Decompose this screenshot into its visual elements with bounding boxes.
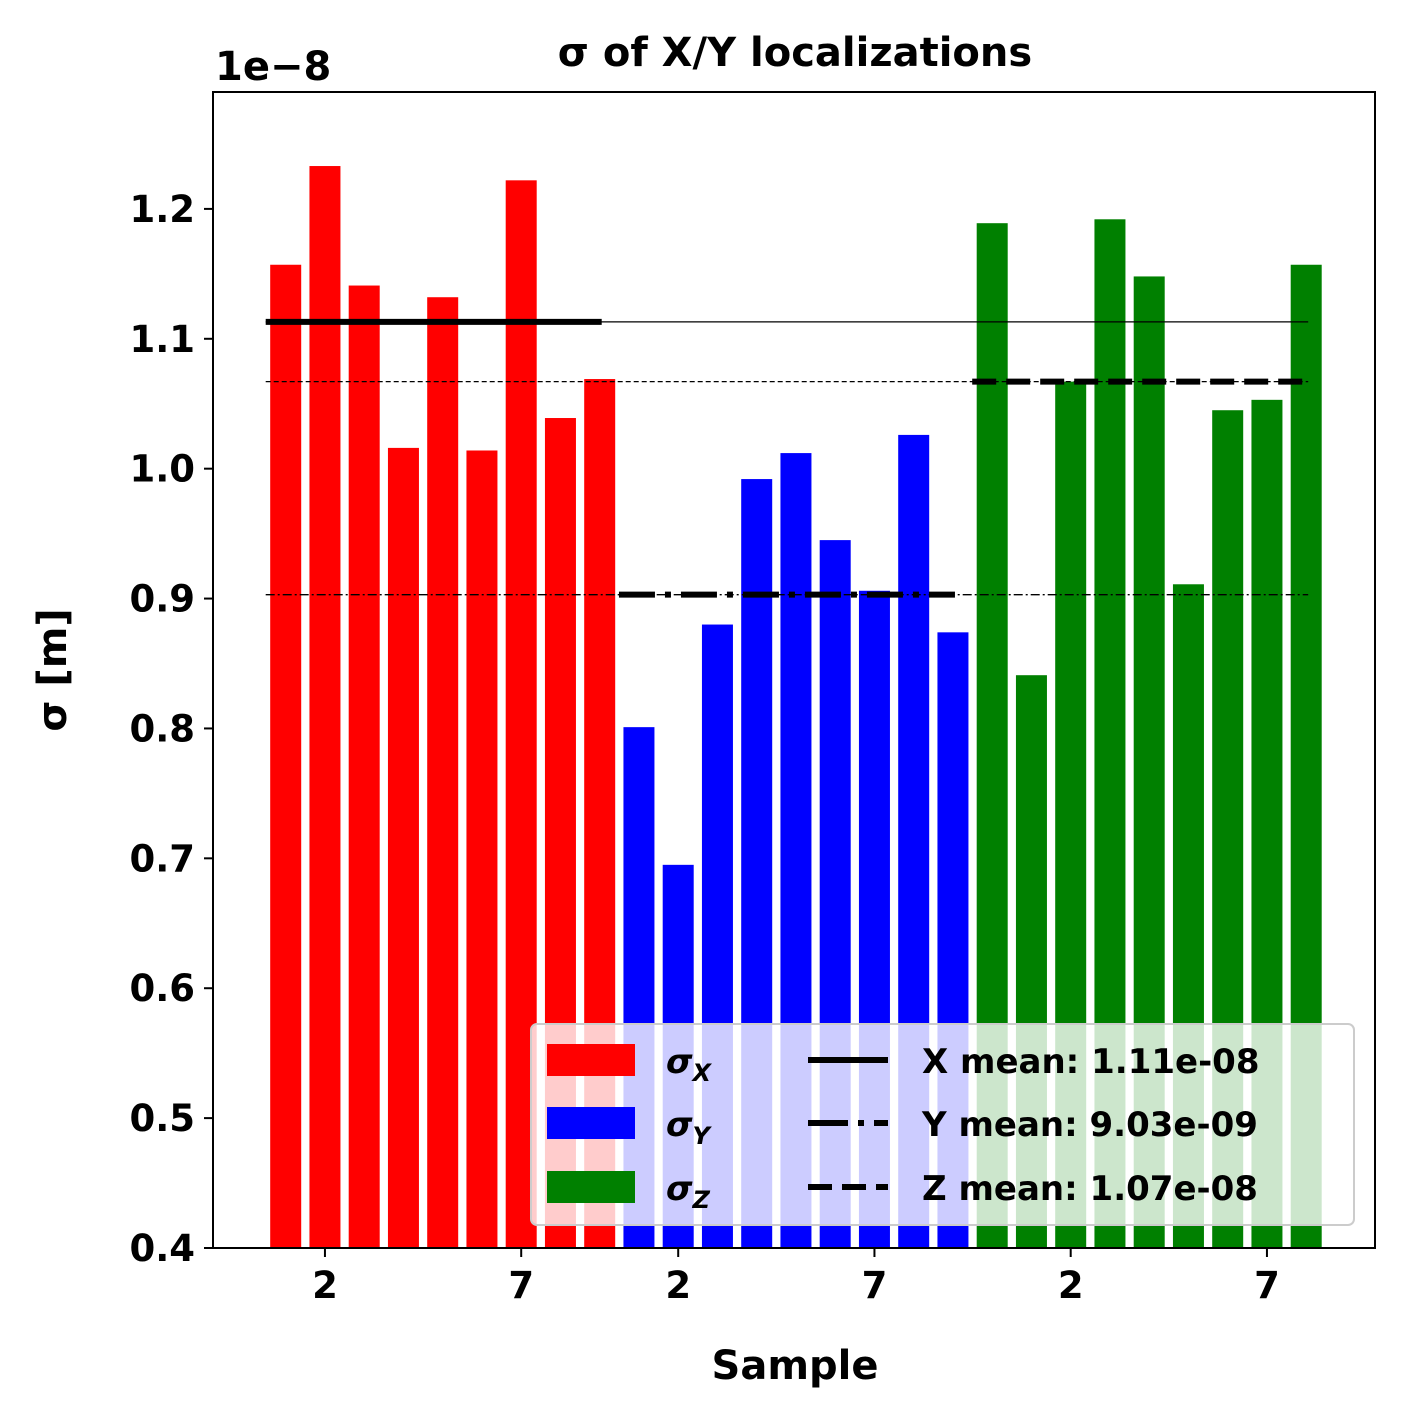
mean-lines-layer [265, 318, 1309, 598]
bar-x-2 [309, 166, 341, 1249]
x-tick-label: 7 [862, 1264, 888, 1307]
bar-x-3 [348, 285, 380, 1248]
bar-x-4 [387, 447, 419, 1249]
legend-mean-label: Y mean: 9.03e-09 [921, 1105, 1258, 1145]
legend-mean-label: X mean: 1.11e-08 [922, 1042, 1260, 1082]
legend-label-y: σY [666, 1105, 712, 1150]
y-tick-label: 1.0 [129, 448, 195, 491]
bar-x-1 [270, 264, 302, 1248]
legend-mean-label: Z mean: 1.07e-08 [922, 1169, 1258, 1209]
bar-x-5 [427, 297, 459, 1248]
x-tick-label: 2 [312, 1264, 338, 1307]
y-tick-label: 1.2 [129, 188, 195, 231]
legend-label-x: σX [666, 1042, 712, 1087]
y-tick-label: 0.5 [129, 1097, 195, 1140]
legend-box [530, 1023, 1355, 1226]
y-tick-label: 0.4 [129, 1227, 195, 1270]
bar-x-6 [466, 450, 498, 1249]
y-tick-label: 0.9 [129, 578, 195, 621]
x-tick-label: 7 [1254, 1264, 1280, 1307]
chart-title: σ of X/Y localizations [558, 30, 1032, 76]
legend: σX σY σZ X mean: 1.11e-08 Y mean: 9.03e-09 Z … [530, 1023, 1355, 1226]
y-tick-label: 0.8 [129, 707, 195, 750]
x-tick-label: 2 [1058, 1264, 1084, 1307]
legend-swatch-z [547, 1171, 635, 1203]
x-tick-label: 2 [665, 1264, 691, 1307]
y-tick-label: 1.1 [129, 318, 195, 361]
y-axis-label: σ [m] [30, 608, 76, 731]
plot-frame [212, 91, 1376, 1249]
x-axis-label: Sample [712, 1343, 879, 1389]
y-tick-label: 0.6 [129, 967, 195, 1010]
legend-swatch-y [547, 1107, 635, 1139]
legend-label-z: σZ [666, 1169, 710, 1214]
x-tick-label: 7 [508, 1264, 534, 1307]
legend-swatch-x [547, 1044, 635, 1076]
offset-label: 1e−8 [215, 44, 331, 90]
axes-layer: 0.4 0.5 0.6 0.7 0.8 0.9 1.0 1.1 1.2 2 7 2 7 2 7 [129, 91, 1376, 1307]
y-tick-label: 0.7 [129, 837, 195, 880]
